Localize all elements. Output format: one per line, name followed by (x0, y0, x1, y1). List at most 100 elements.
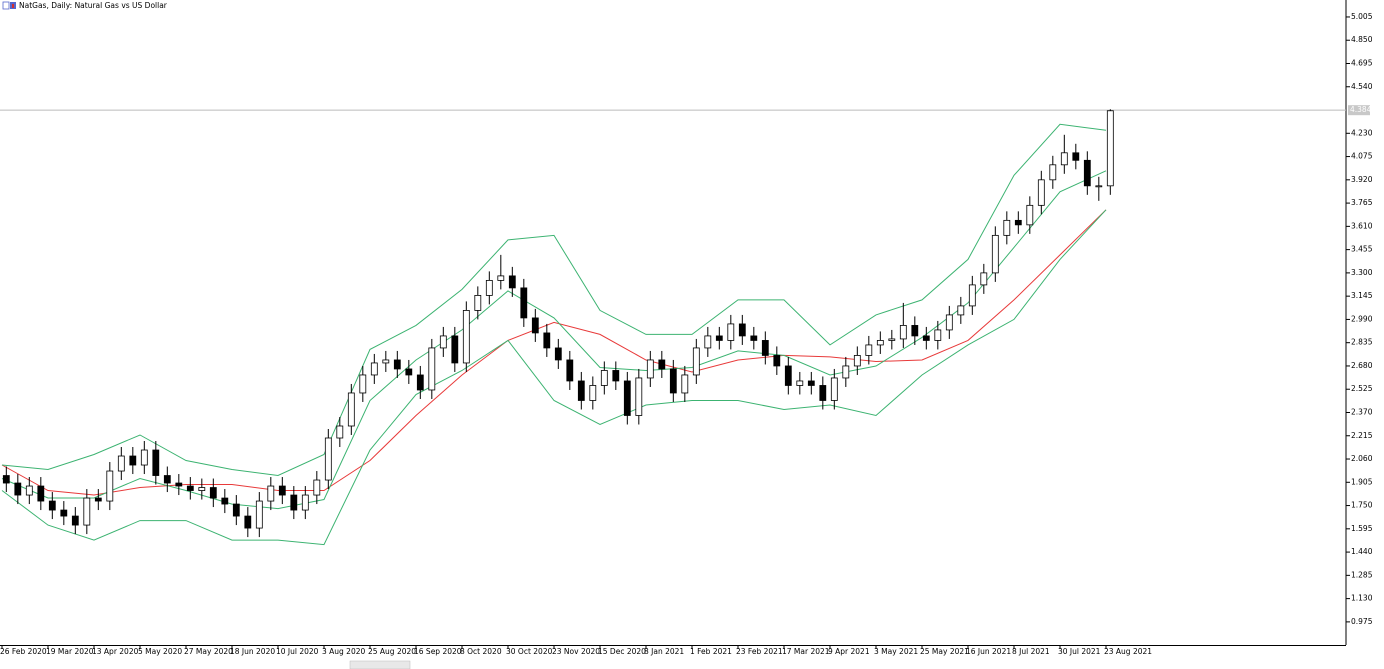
x-tick-label: 8 Jan 2021 (644, 647, 684, 656)
candle-body (324, 437, 332, 481)
candle-body (1060, 152, 1068, 166)
candle-body (853, 355, 861, 367)
candle-body (25, 485, 33, 496)
candle-body (715, 335, 723, 341)
candle-body (623, 380, 631, 416)
candle-body (290, 494, 298, 511)
x-tick-label: 18 Jun 2020 (230, 647, 275, 656)
x-tick-label: 9 Apr 2021 (828, 647, 870, 656)
last-price-label: 4.384 (1350, 105, 1372, 114)
candle-body (922, 335, 930, 341)
candle-body (48, 500, 56, 511)
chart-title: NatGas, Daily: Natural Gas vs US Dollar (19, 1, 168, 10)
candle-body (129, 455, 137, 466)
indicator-line (1, 123, 1107, 477)
candle-body (462, 310, 470, 364)
candle-body (991, 234, 999, 274)
y-tick-label: 3.610 (1351, 221, 1373, 230)
candle-body (842, 365, 850, 379)
candle-body (543, 332, 551, 349)
y-tick-label: 3.145 (1351, 291, 1373, 300)
candle-body (428, 347, 436, 391)
candle-body (865, 344, 873, 356)
x-tick-label: 25 Aug 2020 (368, 647, 416, 656)
x-tick-label: 8 Oct 2020 (460, 647, 502, 656)
candle-body (784, 365, 792, 386)
y-tick-label: 0.975 (1351, 617, 1373, 626)
y-tick-label: 1.595 (1351, 524, 1373, 533)
candle-body (336, 425, 344, 439)
x-tick-label: 5 May 2020 (138, 647, 182, 656)
candle-body (186, 485, 194, 491)
y-tick-label: 3.920 (1351, 175, 1373, 184)
y-tick-label: 2.215 (1351, 431, 1373, 440)
candle-body (14, 482, 22, 496)
candle-body (267, 485, 275, 502)
candle-body (198, 487, 206, 491)
title-icon (2, 1, 16, 10)
candle-body (888, 338, 896, 341)
x-tick-label: 26 Feb 2020 (0, 647, 47, 656)
candle-body (244, 515, 252, 529)
y-tick-label: 2.680 (1351, 361, 1373, 370)
candle-body (531, 317, 539, 334)
candle-body (152, 449, 160, 476)
candle-body (899, 325, 907, 340)
candle-body (1037, 179, 1045, 206)
y-tick-label: 1.440 (1351, 547, 1373, 556)
candle-body (796, 380, 804, 386)
x-tick-label: 16 Sep 2020 (414, 647, 462, 656)
x-tick-label: 17 Mar 2021 (782, 647, 830, 656)
candle-body (761, 340, 769, 356)
x-tick-label: 30 Oct 2020 (506, 647, 553, 656)
y-tick-label: 3.455 (1351, 245, 1373, 254)
candle-body (2, 475, 10, 484)
candle-body (750, 335, 758, 341)
candle-body (37, 485, 45, 502)
x-tick-label: 23 Feb 2021 (736, 647, 783, 656)
indicator-line (1, 209, 1107, 496)
y-tick-label: 4.075 (1351, 152, 1373, 161)
candle-body (646, 359, 654, 379)
y-tick-label: 2.835 (1351, 338, 1373, 347)
candle-body (577, 380, 585, 401)
scrollbar[interactable] (349, 660, 411, 669)
candle-body (163, 475, 171, 484)
candle-body (612, 370, 620, 382)
x-tick-label: 16 Jun 2021 (966, 647, 1011, 656)
y-tick-label: 2.060 (1351, 454, 1373, 463)
candle-body (957, 305, 965, 316)
candle-body (106, 470, 114, 502)
candle-body (117, 455, 125, 472)
x-tick-label: 30 Jul 2021 (1058, 647, 1101, 656)
candle-body (175, 482, 183, 487)
y-tick-label: 4.850 (1351, 35, 1373, 44)
candle-body (255, 500, 263, 529)
candle-body (439, 335, 447, 349)
candle-body (94, 497, 102, 502)
x-tick-label: 19 Mar 2020 (46, 647, 94, 656)
candle-body (1003, 219, 1011, 236)
candle-body (945, 314, 953, 331)
candle-body (1095, 185, 1103, 188)
y-tick-label: 2.990 (1351, 314, 1373, 323)
candle-body (520, 287, 528, 319)
candle-body (980, 272, 988, 286)
last-price-box (1348, 105, 1370, 116)
candle-body (1026, 204, 1034, 226)
candle-body (508, 275, 516, 289)
y-tick-label: 3.765 (1351, 198, 1373, 207)
candle-body (669, 368, 677, 394)
candle-body (704, 335, 712, 349)
candle-body (140, 449, 148, 466)
candle-body (485, 279, 493, 296)
candle-body (876, 340, 884, 346)
candle-body (451, 335, 459, 364)
candle-body (807, 380, 815, 386)
candle-body (727, 323, 735, 341)
x-tick-label: 23 Aug 2021 (1104, 647, 1152, 656)
y-tick-label: 4.695 (1351, 58, 1373, 67)
y-tick-label: 1.905 (1351, 477, 1373, 486)
indicator-line (1, 170, 1107, 510)
y-tick-label: 2.525 (1351, 384, 1373, 393)
